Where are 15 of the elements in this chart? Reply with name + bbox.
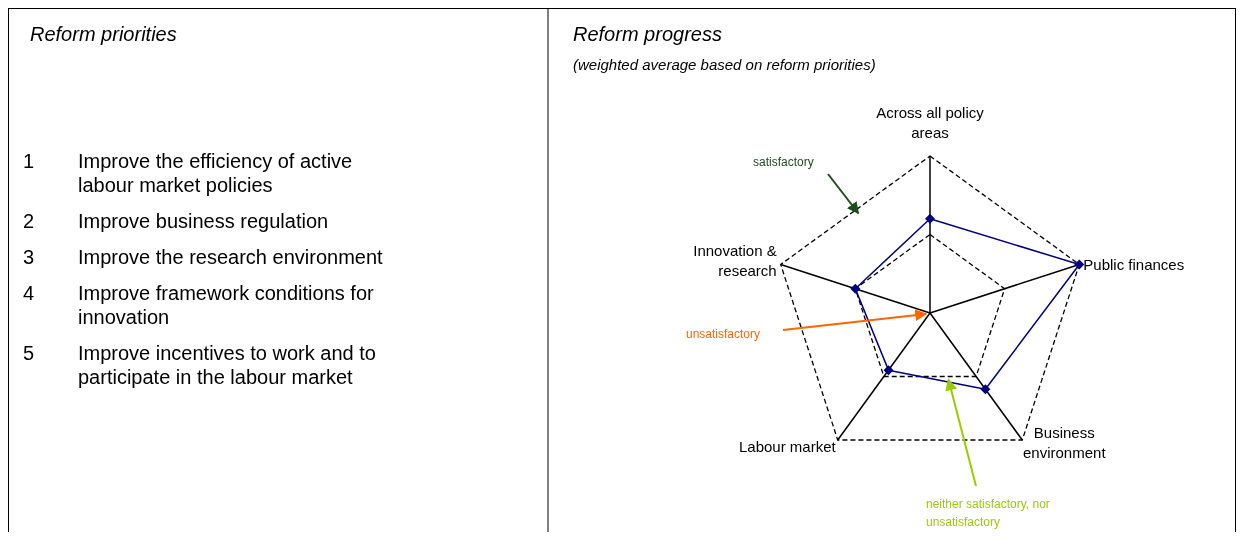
text: Reform priorities: [30, 23, 177, 45]
text: 1 Improve the efficiency of active labour market policies: [23, 150, 353, 196]
spoke-label: Business environment: [1023, 424, 1107, 462]
chart-subtitle: (weighted average based on reform priorities): [573, 56, 876, 73]
text: 4 Improve framework conditions for innovation: [23, 282, 374, 328]
text: 5 Improve incentives to work and to participate in the labour market: [23, 342, 376, 388]
spoke-label: Public finances: [1083, 256, 1185, 274]
spoke-label: Across all policy areas: [876, 104, 985, 141]
chart-title: Reform progress: [573, 23, 722, 45]
text: 2 Improve business regulation: [23, 210, 329, 232]
spoke-label: Labour market: [739, 438, 837, 456]
text: 3 Improve the research environment: [23, 246, 383, 268]
arrow-icon-group: satisfactory: [753, 155, 860, 215]
spoke-label: Innovation & research: [693, 242, 777, 280]
arrow-icon-group: unsatisfactory: [685, 309, 928, 341]
